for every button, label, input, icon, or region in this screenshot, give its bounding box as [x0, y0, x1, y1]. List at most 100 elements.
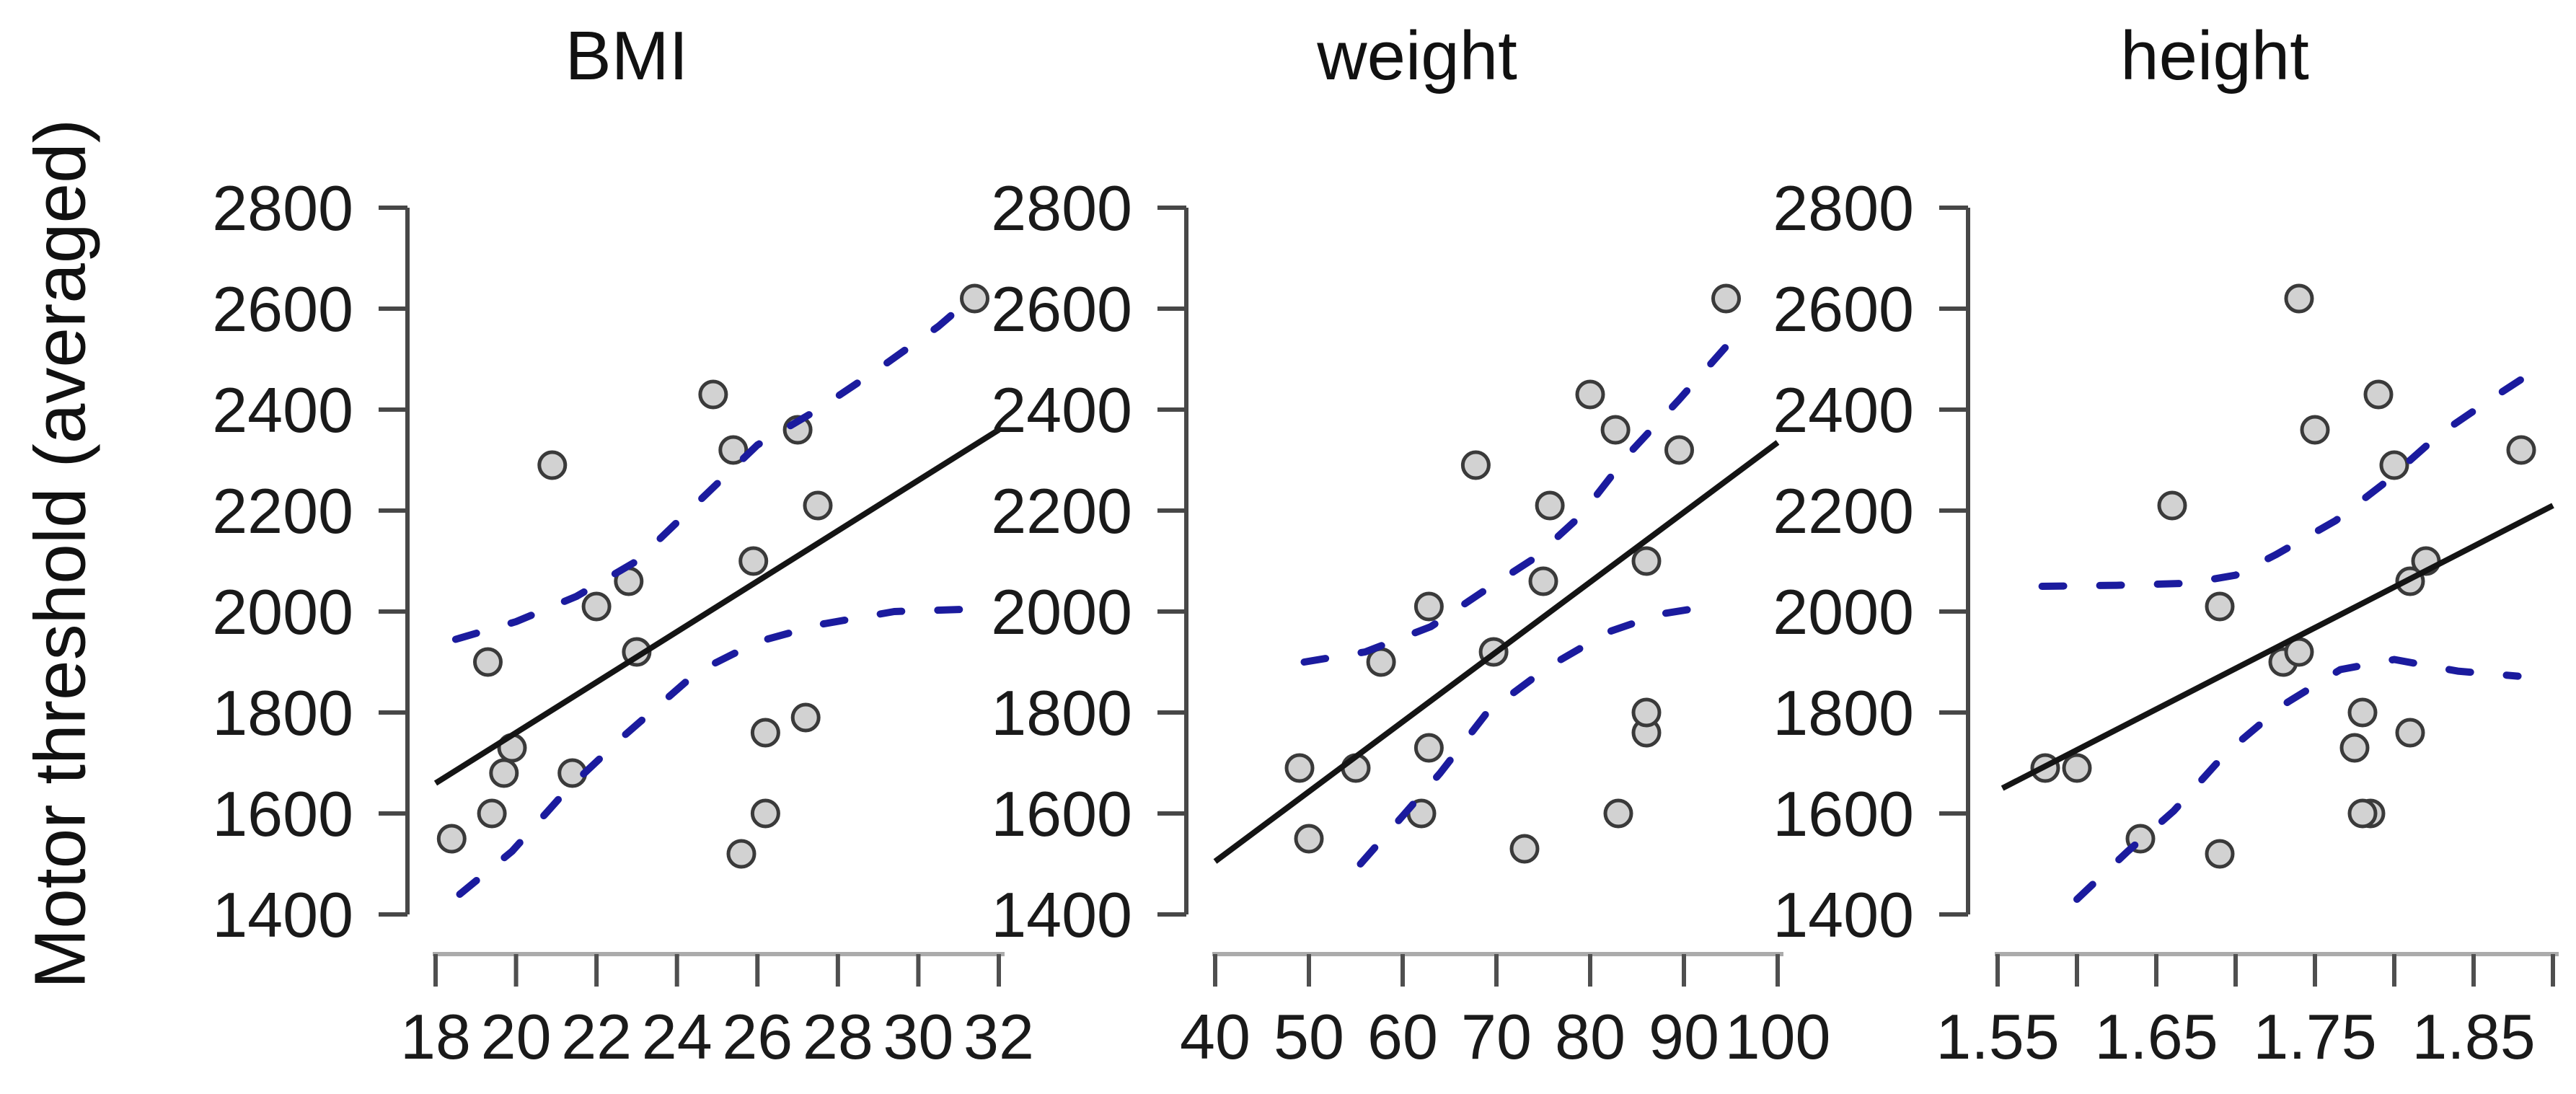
data-point: [790, 702, 821, 733]
confidence-band-upper: [1300, 343, 1730, 666]
regression-line: [2001, 503, 2554, 791]
data-point: [2205, 591, 2235, 622]
data-point: [1413, 591, 1444, 622]
y-tick-label: 2800: [212, 172, 353, 244]
regression-line: [1213, 440, 1780, 864]
data-point: [1664, 435, 1694, 465]
panel-title-height: height: [2120, 17, 2309, 94]
y-tick-label: 1600: [1773, 778, 1914, 850]
data-point: [960, 283, 989, 314]
y-tick-label: 2400: [1773, 374, 1914, 446]
y-tick-label: 2600: [212, 273, 353, 345]
y-tick-label: 2000: [212, 576, 353, 648]
y-tick-label: 1800: [1773, 677, 1914, 749]
y-tick-label: 1800: [991, 677, 1132, 749]
data-point: [436, 824, 467, 854]
y-tick-label: 1400: [991, 879, 1132, 950]
x-tick-label: 90: [1649, 1001, 1719, 1072]
data-point: [2157, 490, 2187, 521]
y-tick-label: 2000: [1773, 576, 1914, 648]
data-point: [1284, 753, 1315, 783]
data-point: [2300, 415, 2330, 445]
data-point: [1294, 824, 1324, 854]
data-point: [1631, 546, 1662, 576]
data-point: [581, 591, 612, 622]
data-point: [1600, 415, 1631, 445]
data-point: [477, 798, 507, 829]
y-tick-label: 2400: [991, 374, 1132, 446]
data-point: [2062, 753, 2092, 783]
y-tick-label: 2200: [1773, 475, 1914, 547]
x-tick-label: 26: [722, 1001, 793, 1072]
x-tick-label: 32: [963, 1001, 1034, 1072]
x-tick-label: 100: [1725, 1001, 1831, 1072]
confidence-band-lower: [2073, 656, 2522, 903]
data-point: [2339, 733, 2370, 763]
y-tick-label: 1800: [212, 677, 353, 749]
data-point: [2284, 283, 2314, 314]
y-tick-label: 2000: [991, 576, 1132, 648]
data-point: [2395, 718, 2425, 748]
data-point: [1575, 379, 1605, 410]
data-point: [2506, 435, 2536, 465]
data-point: [738, 546, 769, 576]
y-tick-label: 2600: [1773, 273, 1914, 345]
x-tick-label: 28: [803, 1001, 873, 1072]
x-tick-label: 1.85: [2412, 1001, 2535, 1072]
panel-title-weight: weight: [1317, 17, 1517, 94]
confidence-band-upper: [451, 290, 981, 643]
x-tick-label: 20: [481, 1001, 552, 1072]
data-point: [750, 718, 780, 748]
y-tick-label: 1400: [1773, 879, 1914, 950]
y-tick-label: 2200: [212, 475, 353, 547]
x-tick-label: 70: [1461, 1001, 1532, 1072]
data-point: [1711, 283, 1741, 314]
data-point: [2205, 839, 2235, 869]
panel-title-bmi: BMI: [565, 17, 689, 94]
x-tick-label: 24: [642, 1001, 713, 1072]
data-point: [2347, 798, 2378, 829]
data-point: [1528, 566, 1558, 596]
data-point: [473, 647, 503, 677]
x-tick-label: 50: [1274, 1001, 1344, 1072]
confidence-band-lower: [1357, 603, 1711, 868]
data-point: [537, 450, 568, 480]
data-point: [2379, 450, 2409, 480]
x-tick-label: 1.55: [1936, 1001, 2059, 1072]
data-point: [750, 798, 780, 829]
y-tick-label: 2800: [991, 172, 1132, 244]
x-tick-label: 80: [1555, 1001, 1626, 1072]
data-point: [489, 758, 519, 788]
data-point: [1460, 450, 1491, 480]
x-tick-label: 18: [400, 1001, 471, 1072]
confidence-band-upper: [2038, 371, 2533, 590]
x-tick-label: 1.75: [2253, 1001, 2376, 1072]
data-point: [718, 435, 749, 465]
data-point: [1535, 490, 1565, 521]
x-tick-label: 22: [561, 1001, 632, 1072]
y-tick-label: 2200: [991, 475, 1132, 547]
regression-line: [433, 427, 1001, 786]
x-tick-label: 1.65: [2094, 1001, 2218, 1072]
x-tick-label: 60: [1367, 1001, 1438, 1072]
y-tick-label: 2400: [212, 374, 353, 446]
x-tick-label: 40: [1180, 1001, 1250, 1072]
data-point: [2363, 379, 2394, 410]
data-point: [1509, 834, 1540, 864]
confidence-band-lower: [456, 605, 979, 898]
data-point: [803, 490, 833, 521]
data-point: [698, 379, 728, 410]
y-tick-label: 1600: [991, 778, 1132, 850]
data-point: [1631, 697, 1662, 728]
y-tick-label: 1600: [212, 778, 353, 850]
x-tick-label: 30: [883, 1001, 953, 1072]
data-point: [2347, 697, 2378, 728]
data-point: [726, 839, 757, 869]
data-point: [1603, 798, 1633, 829]
y-tick-label: 2800: [1773, 172, 1914, 244]
y-tick-label: 1400: [212, 879, 353, 950]
data-point: [1413, 733, 1444, 763]
y-tick-label: 2600: [991, 273, 1132, 345]
